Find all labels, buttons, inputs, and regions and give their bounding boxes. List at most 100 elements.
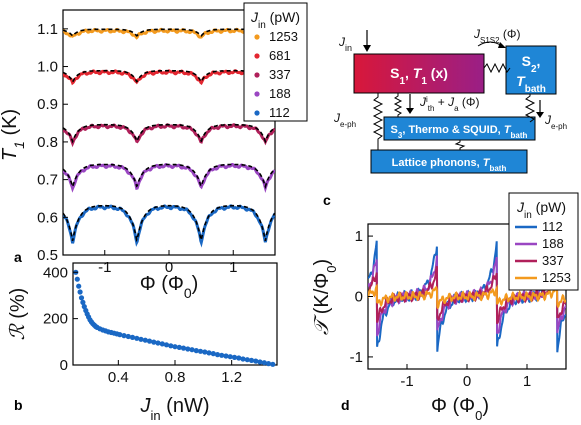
data-point [159, 341, 165, 347]
eph-left-label: Je-ph [333, 111, 356, 129]
panel-b-label: b [14, 397, 23, 413]
data-point [168, 343, 174, 349]
data-point [163, 342, 170, 348]
fit-line-1253 [63, 28, 275, 38]
lattice-label: Lattice phonons, Tbath [392, 157, 507, 173]
data-point [265, 361, 272, 367]
data-point [219, 352, 225, 358]
data-point [236, 355, 242, 361]
legend-d-label: 1253 [542, 270, 571, 285]
data-point [138, 336, 144, 342]
data-point [81, 304, 87, 310]
y-tick-label: 1 [355, 228, 363, 245]
panel-a-ylabel: T1 (K) [0, 109, 27, 161]
center-arrow-head [406, 108, 414, 114]
legend-a-label: 337 [269, 67, 291, 82]
data-point [231, 354, 238, 360]
jin-label: Jin [338, 35, 352, 53]
data-point [121, 333, 127, 339]
y-tick-label: 0 [355, 289, 363, 306]
data-point [210, 351, 216, 357]
data-point [77, 289, 83, 295]
x-tick-label: -1 [400, 373, 413, 390]
data-point [193, 348, 199, 354]
x-tick-label: 0.8 [165, 369, 186, 386]
panel-a-xlabel: Φ (Φ0) [140, 273, 199, 301]
panel-d-label: d [341, 397, 350, 413]
panel-d-xlabel: Φ (Φ0) [431, 395, 489, 423]
fit-line-188 [63, 163, 275, 190]
fit-line-337 [63, 123, 275, 144]
x-tick-label: 1 [523, 373, 531, 390]
eph-right-label: Je-ph [544, 113, 567, 131]
panel-d: -101 -1 0 1 𝒯 (K/Φ0) Φ (Φ0) d Jin (pW) 112… [309, 192, 579, 423]
data-point [261, 360, 267, 366]
y-tick-label: 0 [60, 357, 68, 374]
panel-a-frame [62, 9, 276, 256]
legend-a-swatch [254, 34, 260, 40]
data-point [202, 349, 208, 355]
data-point [172, 344, 178, 350]
legend-d-label: 188 [542, 236, 564, 251]
lattice-box [370, 149, 528, 174]
data-point [74, 276, 80, 282]
center-spring [393, 93, 403, 117]
data-point [78, 295, 85, 301]
legend-a-swatch [254, 110, 260, 116]
y-tick-label: 1.1 [37, 21, 58, 38]
legend-d-label: 112 [542, 219, 563, 234]
x-tick-label: 0 [165, 259, 173, 276]
panel-d-ylabel: 𝒯 (K/Φ0) [309, 259, 339, 335]
series-line-1253 [63, 27, 275, 42]
fit-line-681 [63, 69, 275, 84]
legend-a-box [243, 2, 308, 122]
data-point [176, 344, 182, 350]
data-point [227, 354, 233, 360]
eph-right-arrow-head [536, 112, 544, 118]
eph-left-spring [372, 93, 384, 159]
y-tick-label: 0.5 [37, 247, 58, 264]
data-point [125, 333, 131, 340]
data-point [80, 299, 86, 305]
data-point [76, 283, 82, 289]
data-point [223, 353, 229, 359]
s2-box [505, 45, 557, 95]
eph-right-spring [524, 94, 536, 123]
y-tick-label: 1.0 [37, 59, 58, 76]
series-line-112 [63, 204, 275, 248]
y-tick-label: 400 [43, 264, 68, 281]
s3-label: S3, Thermo & SQUID, Tbath [391, 124, 528, 140]
data-point [151, 339, 157, 345]
legend-a-swatch [254, 53, 260, 59]
data-point [129, 334, 136, 340]
panel-b-xlabel: Jin (nW) [139, 395, 209, 423]
data-point [253, 358, 259, 364]
y-tick-label: 0.6 [37, 209, 58, 226]
legend-a-swatch [254, 91, 260, 97]
legend-a-label: 681 [269, 48, 291, 63]
data-point [134, 335, 140, 341]
data-point [197, 348, 204, 354]
legend-a-swatch [254, 72, 260, 78]
s1-box [353, 53, 485, 94]
x-tick-label: 1 [229, 259, 237, 276]
data-point [244, 357, 250, 363]
y-tick-label: 0.7 [37, 172, 58, 189]
panel-c-label: c [323, 192, 331, 208]
legend-d-label: 337 [542, 253, 564, 268]
series-line-1253 [368, 283, 566, 310]
panel-b-ylabel: ℛ (%) [5, 288, 29, 341]
legend-a-label: 1253 [269, 29, 298, 44]
data-point [117, 332, 123, 338]
data-point [142, 337, 148, 343]
y-tick-label: -1 [350, 349, 363, 366]
panel-c-diagram: Jin S1, T1 (x) S2, Tbath JS1S2 (Φ) Je-ph… [323, 27, 567, 208]
x-tick-label: 0.4 [108, 369, 129, 386]
fit-line-112 [63, 204, 275, 242]
s3-lattice-spring [454, 140, 466, 150]
s1s2-spring [483, 62, 511, 74]
series-line-188 [63, 163, 275, 193]
panel-a: 0.5 0.6 0.7 0.8 0.9 1.0 1.1 -1 0 1 T1 (K) Φ (Φ0)… [0, 2, 308, 301]
